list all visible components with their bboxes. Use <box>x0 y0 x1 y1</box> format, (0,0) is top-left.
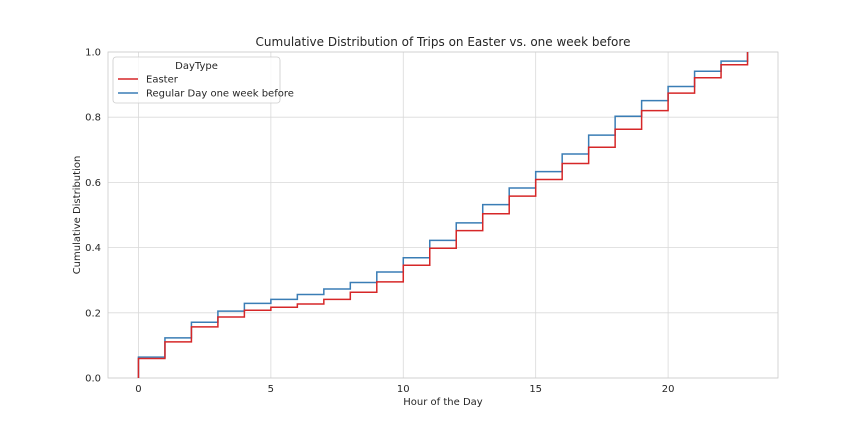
legend-box <box>112 56 281 104</box>
y-tick-label: 0.2 <box>85 308 101 319</box>
x-tick-label: 15 <box>529 384 542 395</box>
x-tick-label: 10 <box>397 384 410 395</box>
legend-title: DayType <box>175 61 218 72</box>
x-axis-label: Hour of the Day <box>403 397 483 408</box>
series-line-regular-day-one-week-before <box>137 52 749 378</box>
legend-label-easter: Easter <box>146 75 179 86</box>
y-tick-label: 0.8 <box>85 113 101 124</box>
plot-frame <box>107 51 779 379</box>
y-tick-label: 1.0 <box>85 48 101 59</box>
y-tick-label: 0.6 <box>85 178 101 189</box>
chart-title: Cumulative Distribution of Trips on East… <box>256 35 631 49</box>
y-tick-label: 0.4 <box>85 243 101 254</box>
series-line-easter <box>137 52 749 378</box>
legend: DayType Easter Regular Day one week befo… <box>112 56 294 104</box>
series-lines <box>137 52 749 378</box>
y-tick-label: 0.0 <box>85 374 101 385</box>
x-tick-label: 5 <box>268 384 274 395</box>
legend-label-regular-day: Regular Day one week before <box>146 89 294 100</box>
x-tick-label: 20 <box>662 384 675 395</box>
y-axis-label: Cumulative Distribution <box>72 156 83 275</box>
x-tick-label: 0 <box>135 384 141 395</box>
tick-labels: 0 5 10 15 20 0.0 0.2 0.4 0.6 0.8 1.0 <box>85 48 674 396</box>
